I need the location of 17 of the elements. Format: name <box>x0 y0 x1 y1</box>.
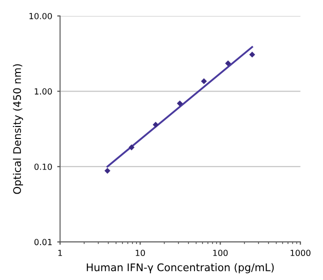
point <box>249 52 256 58</box>
point <box>176 100 183 106</box>
y-tick-label: 0.10 <box>34 164 52 170</box>
point <box>152 122 159 128</box>
y-tick-label: 10.00 <box>30 12 52 20</box>
x-tick-label: 1 <box>58 250 62 256</box>
x-tick-label: 1000 <box>290 250 310 256</box>
point <box>200 78 207 84</box>
point <box>225 60 231 66</box>
point <box>128 144 134 150</box>
x-axis-title: Human IFN-γ Concentration (pg/mL) <box>86 263 274 274</box>
point <box>104 168 110 174</box>
y-tick-label: 0.01 <box>34 238 52 246</box>
x-tick-label: 100 <box>213 250 228 256</box>
y-axis-title: Optical Density (450 nm) <box>12 64 24 194</box>
x-tick-label: 10 <box>136 250 145 256</box>
y-tick-label: 1.00 <box>34 88 52 95</box>
